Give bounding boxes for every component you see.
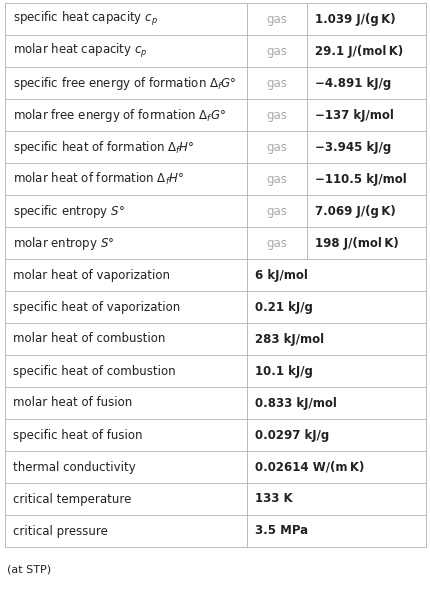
- Text: gas: gas: [266, 204, 287, 218]
- Text: gas: gas: [266, 140, 287, 154]
- Text: 0.833 kJ/mol: 0.833 kJ/mol: [255, 397, 336, 409]
- Text: 133 K: 133 K: [255, 493, 292, 505]
- Text: gas: gas: [266, 172, 287, 186]
- Text: molar heat of vaporization: molar heat of vaporization: [13, 268, 169, 282]
- Text: molar heat capacity $c_p$: molar heat capacity $c_p$: [13, 42, 147, 60]
- Text: −4.891 kJ/g: −4.891 kJ/g: [314, 77, 390, 89]
- Text: molar heat of fusion: molar heat of fusion: [13, 397, 132, 409]
- Text: 0.02614 W/(m K): 0.02614 W/(m K): [255, 461, 363, 473]
- Text: 3.5 MPa: 3.5 MPa: [255, 525, 307, 537]
- Text: gas: gas: [266, 45, 287, 57]
- Text: 0.21 kJ/g: 0.21 kJ/g: [255, 300, 312, 314]
- Text: 10.1 kJ/g: 10.1 kJ/g: [255, 364, 312, 377]
- Text: −137 kJ/mol: −137 kJ/mol: [314, 109, 393, 121]
- Text: 1.039 J/(g K): 1.039 J/(g K): [314, 13, 395, 25]
- Text: thermal conductivity: thermal conductivity: [13, 461, 135, 473]
- Text: 0.0297 kJ/g: 0.0297 kJ/g: [255, 429, 329, 441]
- Text: −110.5 kJ/mol: −110.5 kJ/mol: [314, 172, 406, 186]
- Text: specific free energy of formation $\Delta_f G°$: specific free energy of formation $\Delt…: [13, 75, 236, 92]
- Text: gas: gas: [266, 236, 287, 250]
- Text: specific heat of vaporization: specific heat of vaporization: [13, 300, 180, 314]
- Text: molar free energy of formation $\Delta_f G°$: molar free energy of formation $\Delta_f…: [13, 107, 226, 124]
- Text: molar heat of formation $\Delta_f H°$: molar heat of formation $\Delta_f H°$: [13, 171, 184, 187]
- Text: specific entropy $S°$: specific entropy $S°$: [13, 203, 125, 219]
- Text: gas: gas: [266, 109, 287, 121]
- Text: 198 J/(mol K): 198 J/(mol K): [314, 236, 398, 250]
- Text: 29.1 J/(mol K): 29.1 J/(mol K): [314, 45, 402, 57]
- Text: (at STP): (at STP): [7, 565, 51, 575]
- Text: critical temperature: critical temperature: [13, 493, 131, 505]
- Text: specific heat of formation $\Delta_f H°$: specific heat of formation $\Delta_f H°$: [13, 139, 194, 156]
- Text: specific heat capacity $c_p$: specific heat capacity $c_p$: [13, 10, 158, 28]
- Text: molar entropy $S°$: molar entropy $S°$: [13, 235, 114, 251]
- Text: molar heat of combustion: molar heat of combustion: [13, 332, 165, 346]
- Text: specific heat of fusion: specific heat of fusion: [13, 429, 142, 441]
- Text: gas: gas: [266, 13, 287, 25]
- Text: specific heat of combustion: specific heat of combustion: [13, 364, 175, 377]
- Text: critical pressure: critical pressure: [13, 525, 108, 537]
- Text: gas: gas: [266, 77, 287, 89]
- Text: −3.945 kJ/g: −3.945 kJ/g: [314, 140, 390, 154]
- Text: 283 kJ/mol: 283 kJ/mol: [255, 332, 323, 346]
- Text: 6 kJ/mol: 6 kJ/mol: [255, 268, 307, 282]
- Text: 7.069 J/(g K): 7.069 J/(g K): [314, 204, 395, 218]
